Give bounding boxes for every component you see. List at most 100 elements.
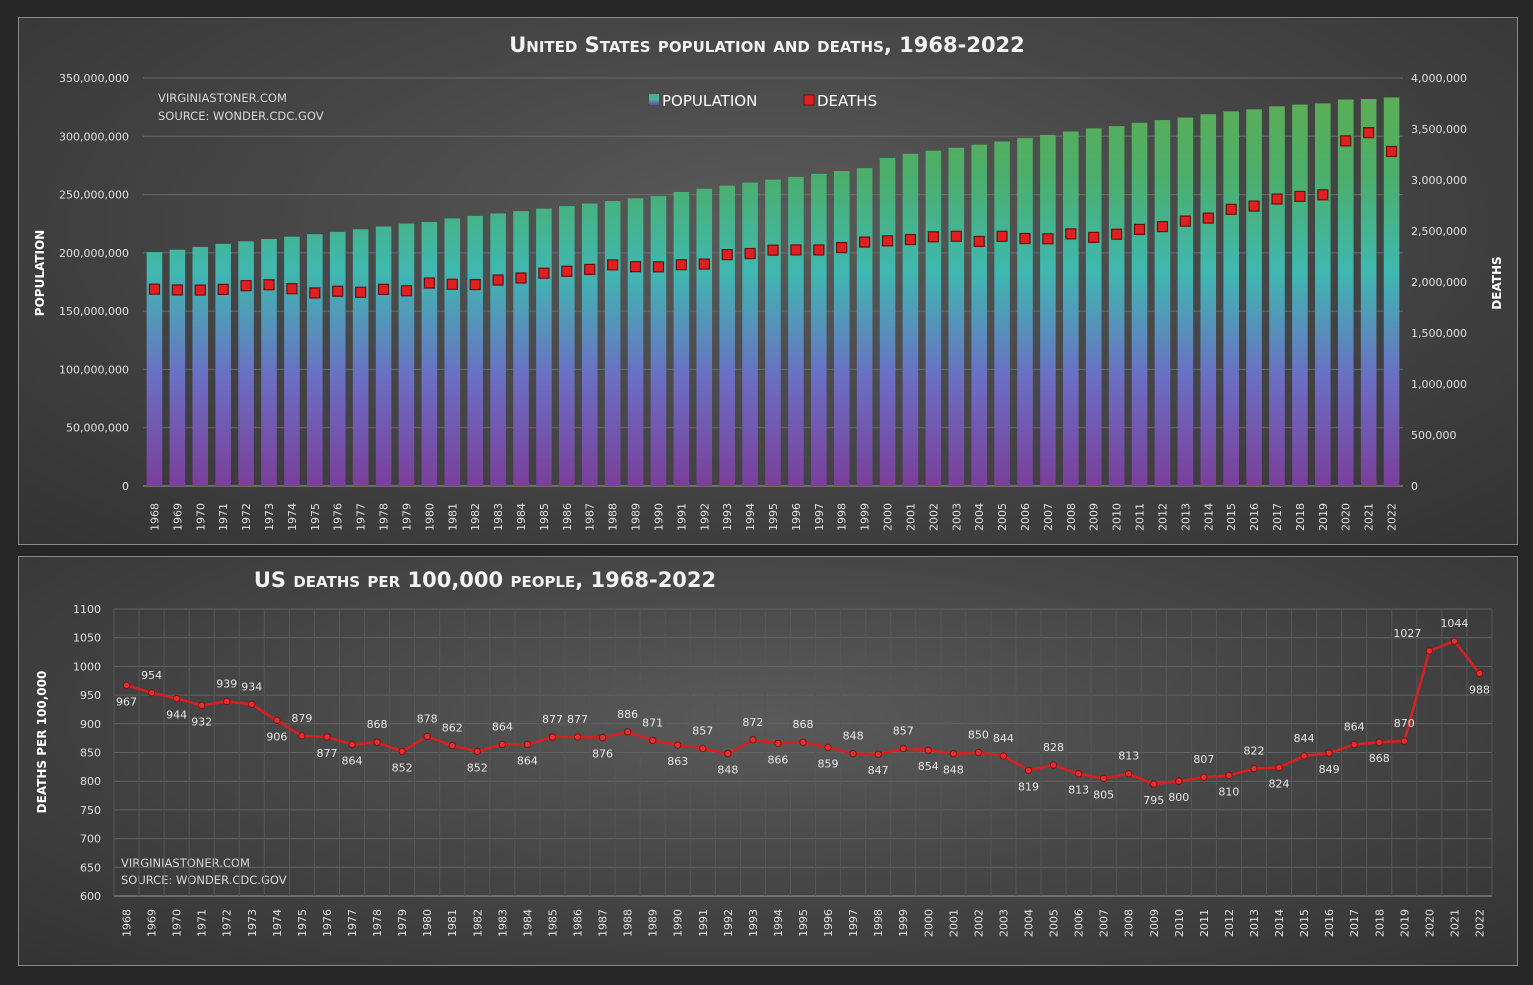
death-rate-point [749,736,757,744]
death-rate-data-label: 879 [291,712,312,725]
chart1-y2-tick-label: 2,500,000 [1411,225,1467,238]
deaths-marker [1019,232,1031,245]
chart1-x-tick-label: 1988 [607,503,620,531]
death-rate-point [1049,761,1058,769]
population-bar [604,200,621,487]
death-rate-point [1400,737,1409,745]
death-rate-point [398,747,406,756]
deaths-marker [1340,135,1352,147]
death-rate-data-label: 819 [1018,780,1039,793]
chart1-x-tick-label: 2002 [927,503,940,531]
chart1-x-tick-label: 1975 [309,503,322,531]
deaths-marker [400,285,413,297]
deaths-marker [584,263,596,276]
chart2-x-tick-label: 1981 [446,909,459,937]
deaths-marker [927,231,939,243]
death-rate-data-label: 932 [191,715,212,728]
death-rate-point [147,689,156,697]
chart1-y2-tick-label: 3,000,000 [1411,174,1467,187]
population-bar [559,206,575,486]
chart1-x-tick-label: 2015 [1225,503,1238,531]
death-rate-point [648,736,657,745]
chart2-x-tick-label: 1972 [221,909,234,937]
chart2-x-tick-label: 2008 [1123,909,1136,937]
death-rate-data-label: 872 [742,716,763,729]
death-rate-data-label: 954 [141,669,162,682]
chart2-x-tick-label: 1983 [496,909,509,937]
chart2-x-tick-label: 2000 [922,909,935,937]
death-rate-point [674,741,682,749]
chart2-x-tick-label: 1984 [521,909,534,937]
death-rate-point [924,746,932,754]
population-bar [352,229,369,487]
chart1-y2-tick-label: 4,000,000 [1411,72,1467,85]
chart1-x-tick-label: 1968 [148,503,161,531]
death-rate-data-label: 848 [843,730,864,743]
death-rate-data-label: 852 [392,761,413,774]
death-rate-point [1150,780,1158,788]
chart1-y2-tick-label: 1,000,000 [1411,378,1467,391]
population-bar [811,173,827,486]
deaths-marker [1317,189,1329,201]
death-rate-data-label: 886 [617,708,638,721]
chart2-source-site: VIRGINIASTONER.COM [121,856,250,870]
chart1-x-tick-label: 2020 [1340,503,1353,531]
death-rate-data-label: 807 [1193,753,1214,766]
population-bar [788,176,804,486]
chart1-x-tick-label: 1994 [744,503,757,531]
population-bar [536,208,552,486]
population-bar [1108,126,1125,487]
chart2-x-tick-label: 1989 [647,909,660,937]
death-rate-point [573,733,582,741]
population-bar [261,238,277,486]
population-bar [833,171,850,487]
chart1-x-tick-label: 2018 [1294,503,1307,531]
population-bar [994,141,1010,486]
legend-deaths-swatch [803,94,815,106]
population-bar [398,223,415,486]
death-rate-point [348,740,356,749]
death-rate-point [1125,770,1133,778]
death-rate-point [523,740,532,749]
population-bar [1360,98,1377,487]
chart2-x-tick-label: 1969 [146,909,159,937]
death-rate-point [874,750,882,758]
chart2-y-tick-label: 850 [80,747,101,760]
chart2-y-tick-label: 950 [80,689,101,702]
death-rate-data-label: 828 [1043,741,1064,754]
population-bar [1017,138,1033,486]
chart1-y2-axis-label: DEATHS [1490,256,1504,309]
chart1-x-tick-label: 1971 [217,503,230,531]
deaths-marker [377,283,390,295]
chart1-x-tick-label: 2013 [1179,503,1192,531]
chart2-x-tick-label: 1991 [697,909,710,937]
chart2-x-tick-label: 1968 [121,909,134,937]
chart1-x-tick-label: 1987 [584,503,597,531]
chart2-x-tick-label: 2016 [1323,909,1336,937]
death-rate-data-label: 939 [216,677,237,690]
death-rate-point [1099,774,1108,783]
chart1-y-tick-label: 350,000,000 [59,72,129,85]
chart2-x-tick-label: 1979 [396,909,409,937]
death-rate-data-label: 848 [717,764,738,777]
deaths-marker [698,258,710,270]
death-rate-data-label: 852 [467,761,488,774]
chart2-y-tick-label: 650 [80,861,101,874]
chart1-y2-tick-label: 0 [1411,480,1418,493]
death-rate-data-label: 859 [818,757,839,770]
death-rate-data-label: 864 [1344,720,1365,733]
chart1-y-tick-label: 200,000,000 [59,247,129,260]
chart1-x-tick-label: 1999 [859,503,872,531]
chart1-x-tick-label: 1991 [675,503,688,531]
deaths-marker [1133,223,1146,236]
death-rate-point [197,701,206,710]
deaths-marker [859,236,871,248]
chart2-x-tick-label: 2001 [947,909,960,937]
population-bar [650,196,667,486]
chart1-y-axis-label: POPULATION [33,230,47,316]
deaths-marker [744,247,756,260]
chart2-x-tick-label: 2018 [1373,909,1386,937]
death-rate-data-label: 844 [1294,732,1315,745]
deaths-marker [469,278,481,291]
chart1-x-tick-label: 1986 [561,503,574,531]
